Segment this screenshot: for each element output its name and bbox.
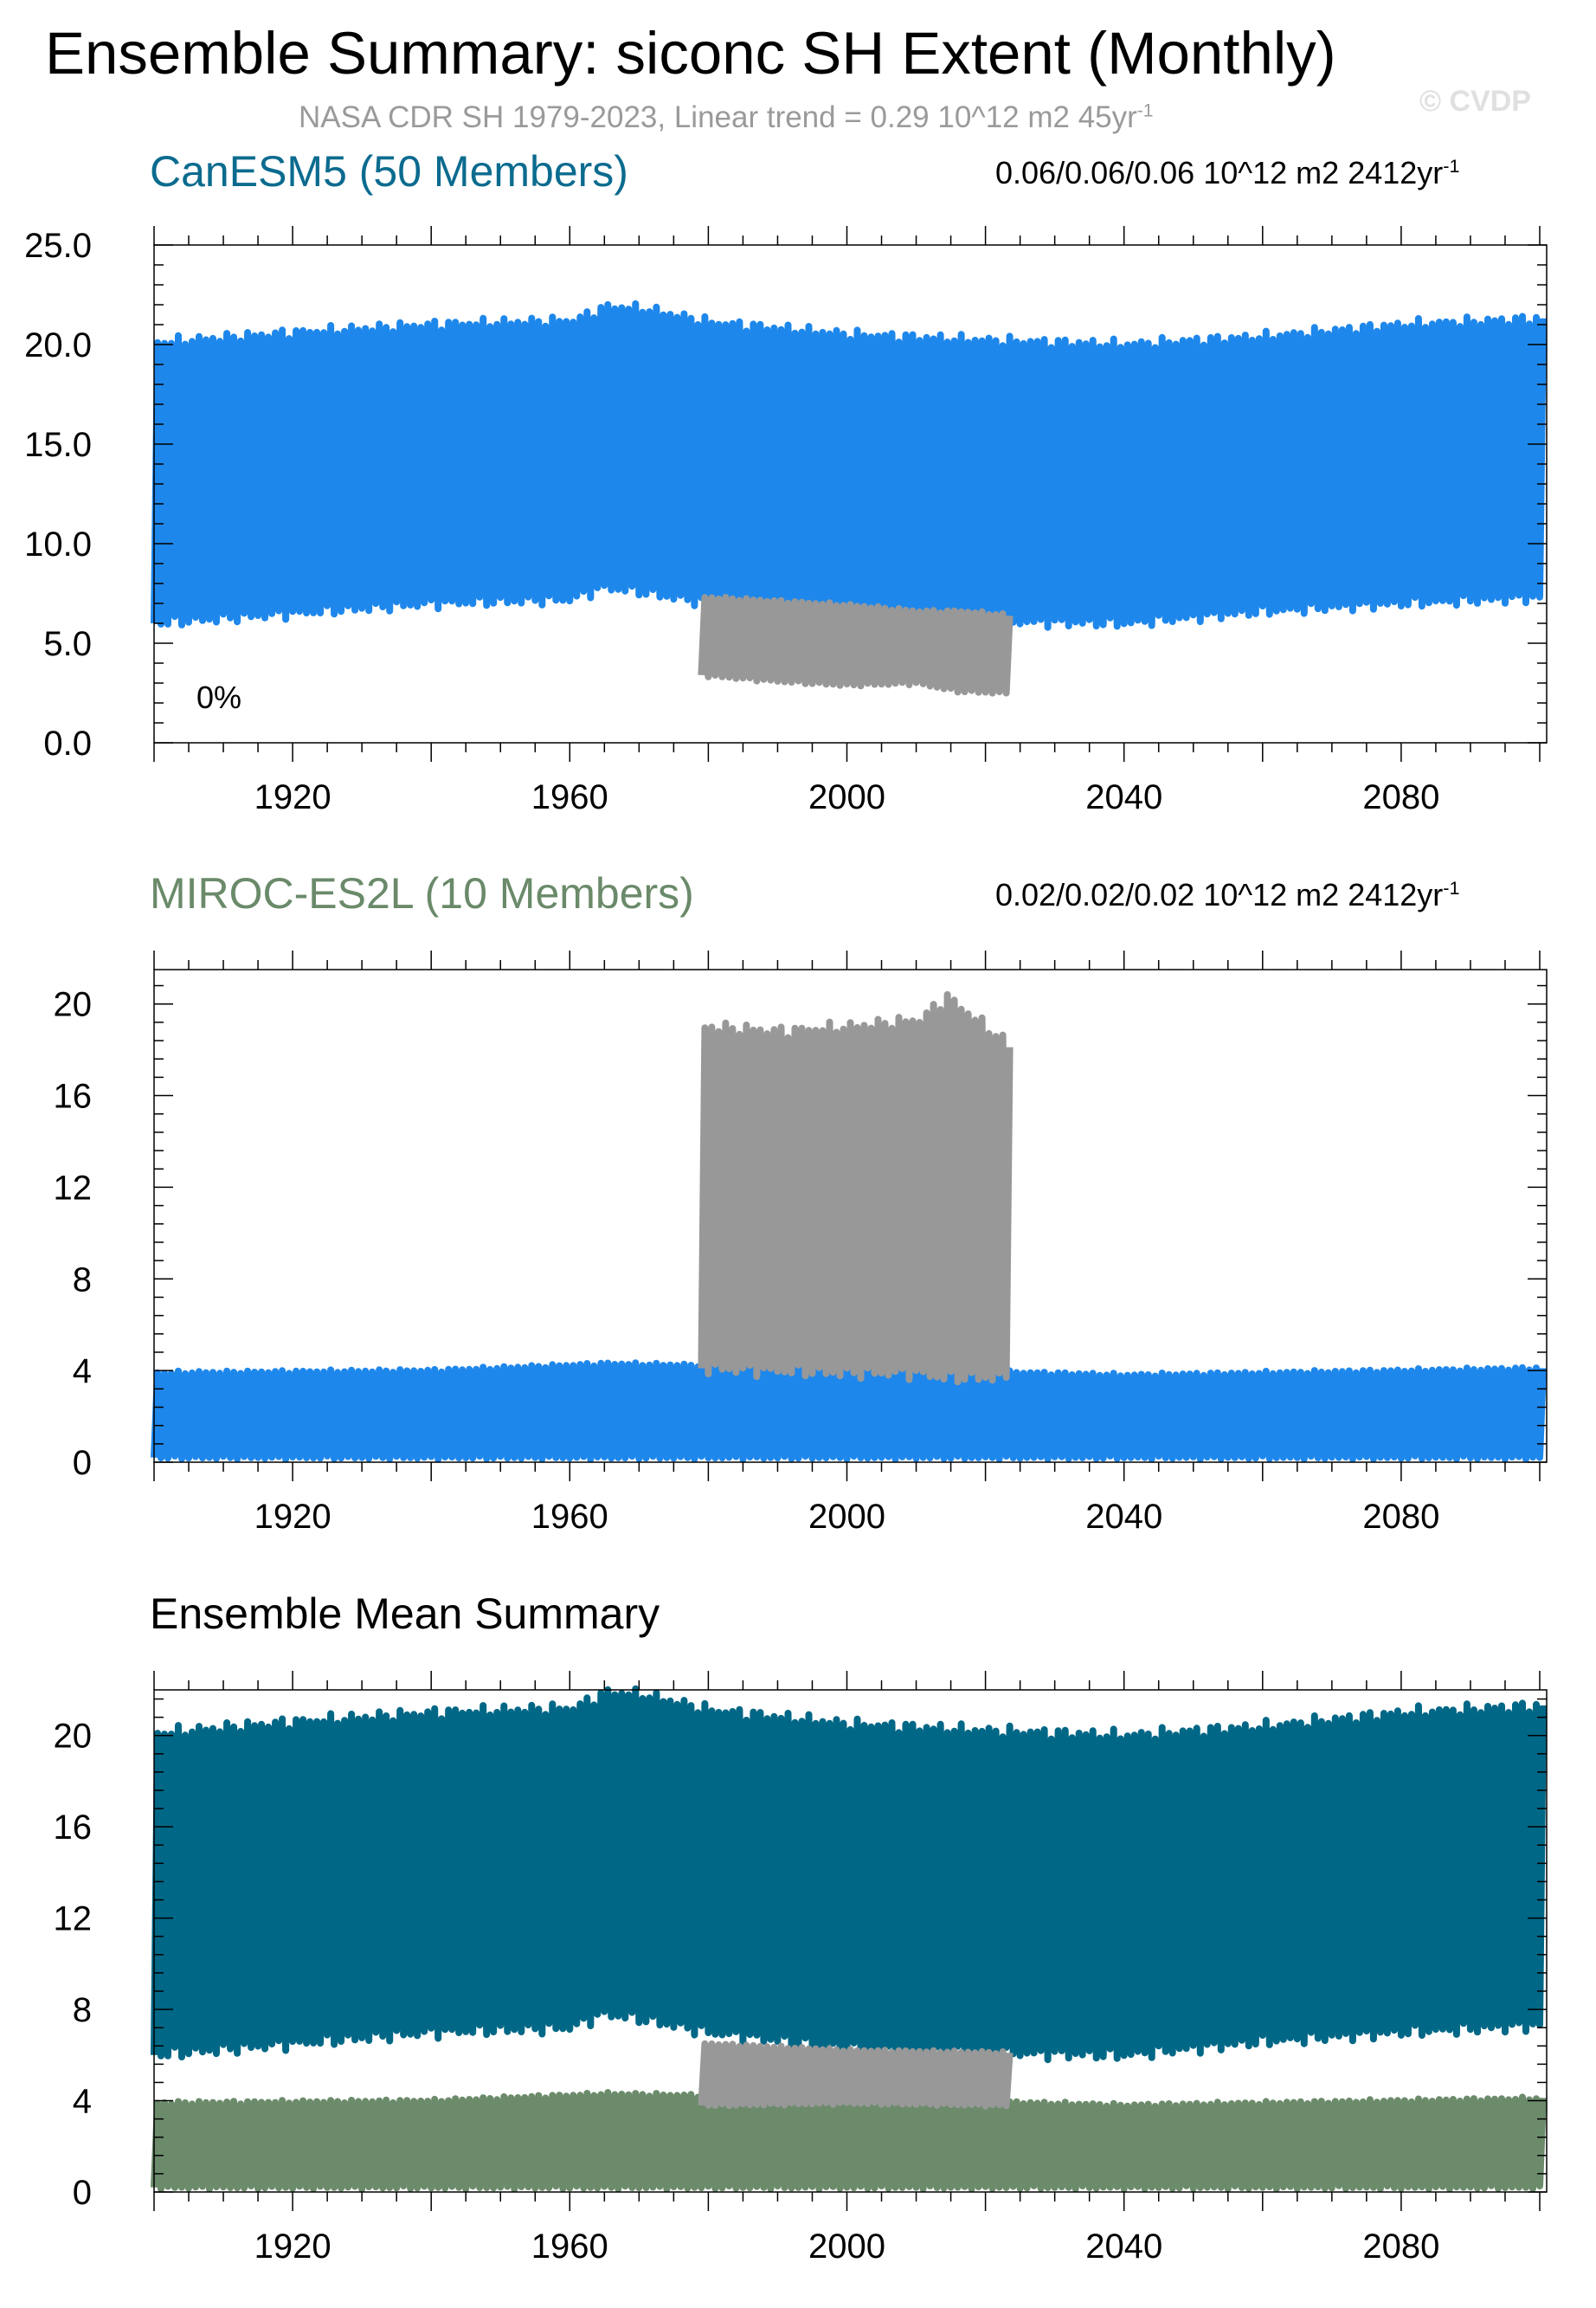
plot-frame-3 [153,1689,1548,2193]
y-tick-label: 20 [54,1718,93,1756]
y-tick-label: 8 [73,1260,92,1299]
y-tick-label: 16 [54,1808,93,1847]
y-tick-label: 12 [54,1169,93,1207]
x-tick-label: 1920 [254,778,331,816]
plot-frame-1 [153,244,1548,744]
panel-2-title: MIROC-ES2L (10 Members) [150,869,694,918]
y-tick-label: 4 [73,1352,92,1390]
x-tick-label: 1920 [254,2227,331,2266]
y-tick-label: 12 [54,1900,93,1938]
x-tick-label: 2080 [1362,1498,1439,1536]
subtitle-text: NASA CDR SH 1979-2023, Linear trend = 0.… [299,100,1137,134]
plot-frame-2 [153,969,1548,1463]
panel-1-stat-exponent: -1 [1443,155,1460,177]
y-tick-label: 25.0 [24,227,92,265]
cvdp-watermark: © CVDP [1419,85,1531,118]
y-tick-label: 16 [54,1078,93,1116]
y-tick-label: 20 [54,986,93,1024]
series-1-1 [151,300,1547,631]
series-3-3 [698,2040,1014,2110]
series-2-1 [151,1359,1547,1463]
x-tick-label: 2080 [1362,778,1439,816]
panel-1-stat: 0.06/0.06/0.06 10^12 m2 2412yr-1 [995,156,1459,190]
panel-1-percent: 0% [196,680,242,715]
panel-2-stat: 0.02/0.02/0.02 10^12 m2 2412yr-1 [995,878,1459,912]
y-tick-label: 8 [73,1991,92,2029]
y-tick-label: 15.0 [24,426,92,464]
x-tick-label: 2040 [1085,2227,1162,2266]
panel-1-title: CanESM5 (50 Members) [150,147,628,196]
panel-1-stat-text: 0.06/0.06/0.06 10^12 m2 2412yr [995,155,1444,190]
x-tick-label: 2000 [808,1498,885,1536]
series-1-2 [698,594,1014,697]
x-tick-label: 2000 [808,2227,885,2266]
y-tick-label: 0 [73,1444,92,1482]
y-tick-label: 0 [73,2174,92,2212]
series-3-1 [151,1685,1547,2064]
x-tick-label: 2000 [808,778,885,816]
x-tick-label: 2040 [1085,1498,1162,1536]
y-tick-label: 10.0 [24,525,92,564]
panel-2-stat-text: 0.02/0.02/0.02 10^12 m2 2412yr [995,877,1444,912]
figure-subtitle: NASA CDR SH 1979-2023, Linear trend = 0.… [299,100,1153,135]
x-tick-label: 2080 [1362,2227,1439,2266]
y-tick-label: 0.0 [43,725,92,763]
panel-2-stat-exponent: -1 [1443,877,1460,899]
series-3-2 [151,2089,1547,2193]
figure-title: Ensemble Summary: siconc SH Extent (Mont… [45,20,1336,87]
x-tick-label: 1920 [254,1498,331,1536]
y-tick-label: 20.0 [24,326,92,364]
x-tick-label: 1960 [531,778,608,816]
subtitle-exponent: -1 [1136,100,1154,121]
y-tick-label: 4 [73,2083,92,2121]
panel-3-title: Ensemble Mean Summary [150,1589,660,1638]
x-tick-label: 1960 [531,1498,608,1536]
series-2-2 [698,990,1014,1386]
x-tick-label: 2040 [1085,778,1162,816]
y-tick-label: 5.0 [43,625,92,663]
x-tick-label: 1960 [531,2227,608,2266]
